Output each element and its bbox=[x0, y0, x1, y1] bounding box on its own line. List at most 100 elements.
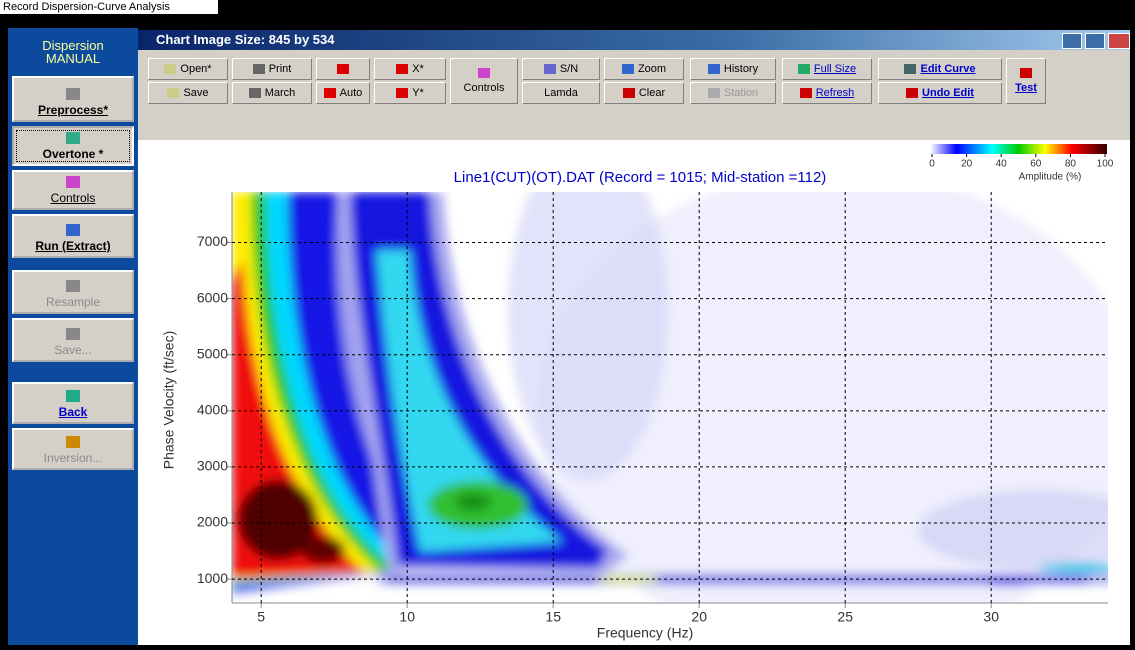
sidebar-button: Resample bbox=[12, 270, 134, 314]
sidebar-button[interactable]: Back bbox=[12, 382, 134, 424]
y-tick-label: 2000 bbox=[197, 514, 228, 530]
button-icon bbox=[66, 280, 80, 292]
toolbar-button[interactable]: March bbox=[232, 82, 312, 104]
button-label: X* bbox=[412, 63, 424, 75]
colorbar-tick-label: 60 bbox=[1030, 159, 1042, 170]
sidebar-mode: MANUAL bbox=[45, 51, 101, 66]
button-icon bbox=[396, 88, 409, 98]
minimize-button[interactable] bbox=[1062, 33, 1082, 49]
toolbar-button[interactable]: Clear bbox=[604, 82, 684, 104]
toolbar-button[interactable]: Zoom bbox=[604, 58, 684, 80]
button-icon bbox=[167, 88, 180, 98]
button-label: Controls bbox=[463, 82, 505, 94]
colorbar-label: Amplitude (%) bbox=[1019, 172, 1082, 183]
button-label: Save... bbox=[54, 343, 92, 357]
toolbar-button[interactable]: Print bbox=[232, 58, 312, 80]
toolbar-button[interactable]: Full Size bbox=[782, 58, 872, 80]
maximize-button[interactable] bbox=[1085, 33, 1105, 49]
button-icon bbox=[543, 64, 556, 74]
button-icon bbox=[707, 88, 720, 98]
button-icon bbox=[797, 64, 810, 74]
toolbar-button[interactable]: X* bbox=[374, 58, 446, 80]
button-label: History bbox=[723, 63, 759, 75]
x-tick-label: 10 bbox=[399, 609, 415, 625]
button-label: Overtone * bbox=[42, 147, 104, 161]
button-icon bbox=[622, 88, 635, 98]
button-label: Controls bbox=[50, 191, 96, 205]
toolbar-button: Station bbox=[690, 82, 776, 104]
button-label: March bbox=[264, 87, 296, 99]
button-icon bbox=[906, 88, 919, 98]
sidebar-button: Inversion... bbox=[12, 428, 134, 470]
toolbar-button[interactable]: Edit Curve bbox=[878, 58, 1002, 80]
sidebar-title: Dispersion bbox=[42, 38, 104, 53]
button-icon bbox=[252, 64, 265, 74]
button-label: Station bbox=[723, 87, 759, 99]
colorbar-tick-label: 100 bbox=[1097, 159, 1114, 170]
toolbar-button[interactable]: Controls bbox=[450, 58, 518, 104]
sidebar-button[interactable]: Overtone * bbox=[12, 126, 134, 166]
chart: Line1(CUT)(OT).DAT (Record = 1015; Mid-s… bbox=[138, 140, 1130, 645]
button-label: Full Size bbox=[813, 63, 857, 75]
sidebar-button[interactable]: Preprocess* bbox=[12, 76, 134, 122]
button-icon bbox=[396, 64, 409, 74]
button-label: Preprocess* bbox=[37, 103, 109, 117]
toolbar-button[interactable]: Test bbox=[1006, 58, 1046, 104]
button-label: Test bbox=[1015, 82, 1037, 94]
button-icon bbox=[1020, 68, 1032, 78]
y-tick-label: 6000 bbox=[197, 289, 228, 305]
button-icon bbox=[66, 176, 80, 188]
button-label: Lamda bbox=[544, 87, 578, 99]
button-label: Run (Extract) bbox=[35, 239, 111, 253]
toolbar-button[interactable]: Refresh bbox=[782, 82, 872, 104]
close-button[interactable] bbox=[1108, 33, 1130, 49]
button-label: Resample bbox=[45, 295, 101, 309]
y-axis-label: Phase Velocity (ft/sec) bbox=[161, 331, 177, 470]
colorbar bbox=[930, 144, 1107, 154]
x-tick-label: 30 bbox=[983, 609, 999, 625]
toolbar-button[interactable]: S/N bbox=[522, 58, 600, 80]
button-icon bbox=[66, 224, 80, 236]
button-icon bbox=[799, 88, 812, 98]
y-tick-label: 5000 bbox=[197, 345, 228, 361]
button-icon bbox=[66, 390, 80, 402]
sidebar-button[interactable]: Controls bbox=[12, 170, 134, 210]
button-label: Inversion... bbox=[43, 451, 103, 465]
toolbar-button[interactable]: Open* bbox=[148, 58, 228, 80]
sidebar: Dispersion MANUAL Preprocess* Overtone * C… bbox=[8, 28, 138, 645]
button-label: Print bbox=[268, 63, 292, 75]
button-icon bbox=[904, 64, 917, 74]
toolbar-button[interactable]: Undo Edit bbox=[878, 82, 1002, 104]
button-label: S/N bbox=[559, 63, 579, 75]
x-tick-label: 15 bbox=[545, 609, 561, 625]
toolbar-button[interactable]: Y* bbox=[374, 82, 446, 104]
button-label: Undo Edit bbox=[922, 87, 974, 99]
colorbar-tick-label: 20 bbox=[961, 159, 973, 170]
button-icon bbox=[621, 64, 634, 74]
y-tick-label: 3000 bbox=[197, 458, 228, 474]
button-label: Zoom bbox=[637, 63, 667, 75]
colorbar-tick-label: 40 bbox=[996, 159, 1008, 170]
y-tick-label: 7000 bbox=[197, 233, 228, 249]
toolbar-button[interactable]: Save bbox=[148, 82, 228, 104]
x-tick-label: 25 bbox=[837, 609, 853, 625]
tab-title: Record Dispersion-Curve Analysis bbox=[0, 0, 218, 14]
button-icon bbox=[248, 88, 261, 98]
toolbar-button[interactable]: Lamda bbox=[522, 82, 600, 104]
sidebar-button[interactable]: Run (Extract) bbox=[12, 214, 134, 258]
toolbar-button[interactable]: History bbox=[690, 58, 776, 80]
button-icon bbox=[707, 64, 720, 74]
chart-window-title: Chart Image Size: 845 by 534 bbox=[138, 30, 1130, 50]
button-icon bbox=[323, 88, 336, 98]
toolbar-button[interactable]: Auto bbox=[316, 82, 370, 104]
x-tick-label: 20 bbox=[691, 609, 707, 625]
x-axis-label: Frequency (Hz) bbox=[597, 625, 693, 641]
button-label: Y* bbox=[412, 87, 424, 99]
button-label: Refresh bbox=[815, 87, 855, 99]
y-tick-label: 4000 bbox=[197, 402, 228, 418]
button-label: Clear bbox=[638, 87, 666, 99]
button-label: Open* bbox=[180, 63, 212, 75]
y-tick-label: 1000 bbox=[197, 570, 228, 586]
axis-arrows-icon[interactable] bbox=[316, 58, 370, 80]
button-label: Auto bbox=[339, 87, 363, 99]
